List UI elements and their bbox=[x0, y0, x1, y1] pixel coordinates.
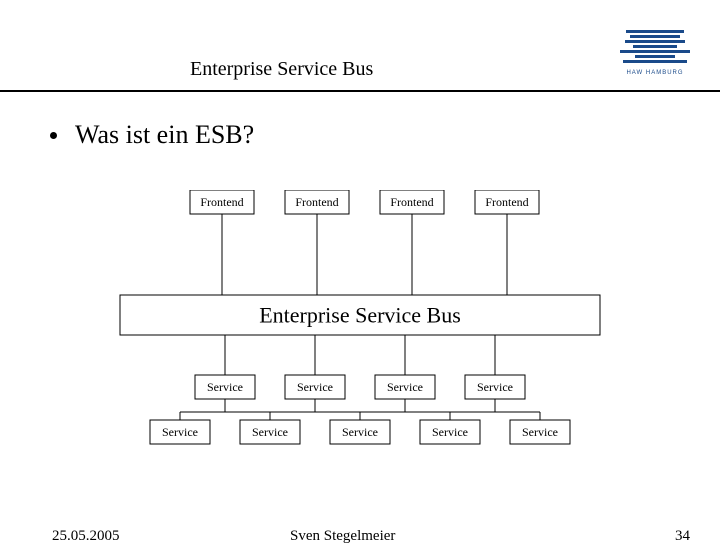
svg-text:Service: Service bbox=[207, 380, 243, 394]
bullet-item: Was ist ein ESB? bbox=[50, 120, 720, 150]
bullet-list: Was ist ein ESB? bbox=[50, 120, 720, 150]
svg-text:Service: Service bbox=[432, 425, 468, 439]
svg-text:Service: Service bbox=[297, 380, 333, 394]
svg-text:Frontend: Frontend bbox=[390, 195, 433, 209]
svg-text:Service: Service bbox=[522, 425, 558, 439]
svg-text:Frontend: Frontend bbox=[295, 195, 338, 209]
svg-text:Service: Service bbox=[477, 380, 513, 394]
bullet-dot-icon bbox=[50, 132, 57, 139]
footer-page-number: 34 bbox=[675, 528, 690, 545]
svg-text:Frontend: Frontend bbox=[200, 195, 243, 209]
svg-text:Frontend: Frontend bbox=[485, 195, 528, 209]
bullet-text: Was ist ein ESB? bbox=[75, 120, 254, 150]
footer-date: 25.05.2005 bbox=[52, 528, 120, 545]
svg-text:HAW HAMBURG: HAW HAMBURG bbox=[626, 70, 683, 76]
footer-author: Sven Stegelmeier bbox=[290, 528, 395, 545]
svg-text:Service: Service bbox=[387, 380, 423, 394]
esb-diagram: Enterprise Service Bus Frontend Frontend Fr… bbox=[90, 190, 630, 450]
svg-text:Service: Service bbox=[342, 425, 378, 439]
haw-logo: HAW HAMBURG bbox=[610, 28, 700, 83]
svg-text:Service: Service bbox=[252, 425, 288, 439]
slide-title: Enterprise Service Bus bbox=[190, 58, 373, 81]
svg-text:Enterprise Service Bus: Enterprise Service Bus bbox=[259, 303, 461, 328]
svg-text:Service: Service bbox=[162, 425, 198, 439]
header: Enterprise Service Bus HAW HAMBURG bbox=[0, 0, 720, 92]
